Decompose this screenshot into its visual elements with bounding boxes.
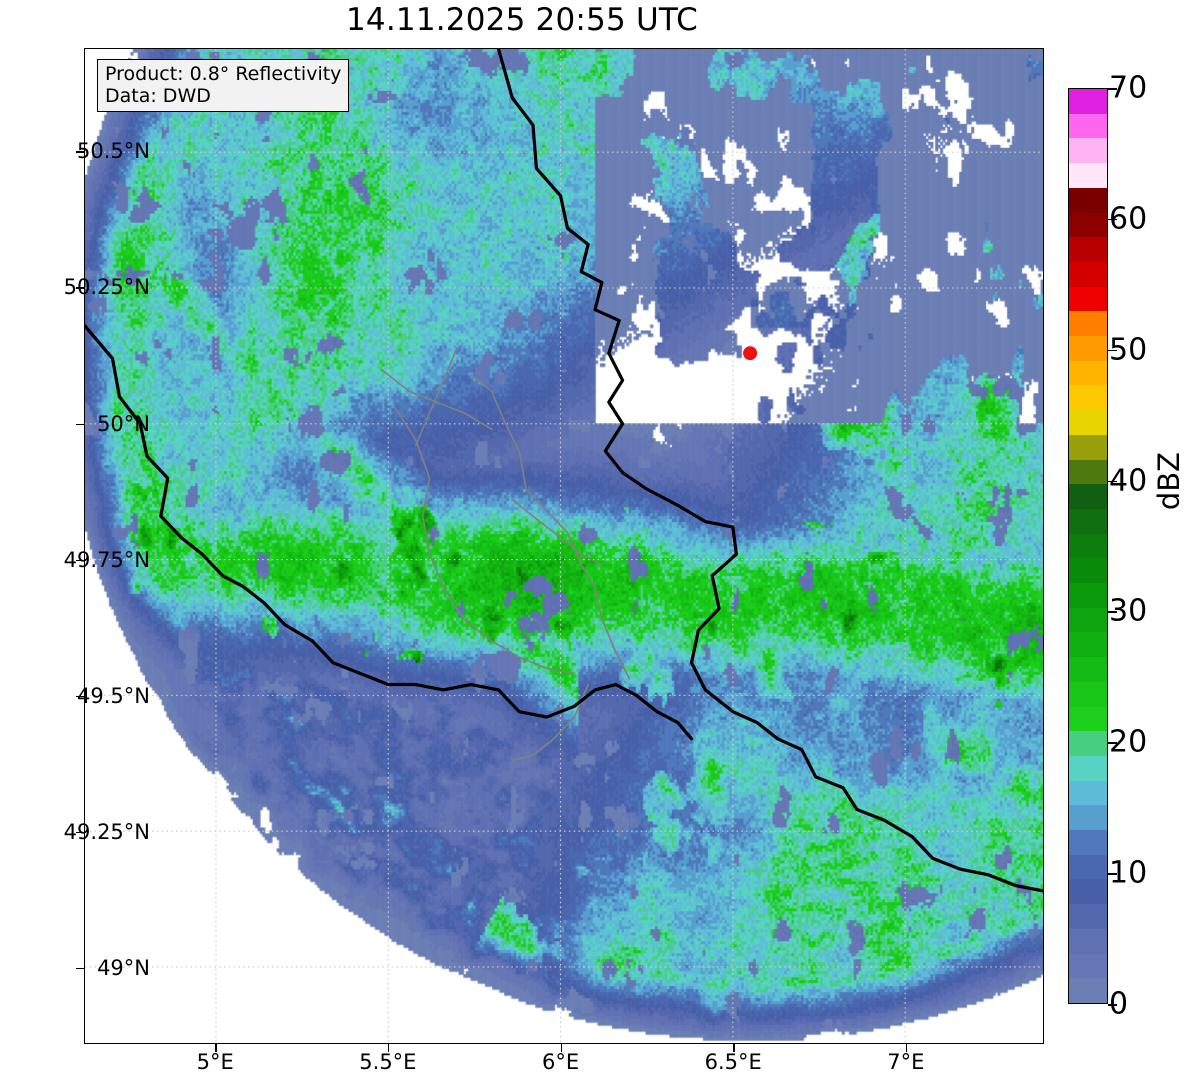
product-annotation-box: Product: 0.8° Reflectivity Data: DWD bbox=[97, 59, 350, 113]
lon-tick-mark-3 bbox=[733, 1044, 735, 1052]
colorbar-band-22 bbox=[1069, 434, 1107, 460]
colorbar-band-6 bbox=[1069, 830, 1107, 855]
colorbar[interactable] bbox=[1068, 88, 1108, 1004]
colorbar-axis-label: dBZ bbox=[1152, 452, 1186, 511]
lon-tick-label-2: 6°E bbox=[541, 1050, 580, 1074]
colorbar-band-11 bbox=[1069, 706, 1107, 732]
radar-station-marker bbox=[743, 346, 758, 361]
colorbar-tick-0: 0 bbox=[1109, 986, 1129, 1022]
colorbar-band-19 bbox=[1069, 508, 1107, 534]
country-borders bbox=[85, 49, 1043, 893]
lat-tick-mark-5 bbox=[76, 287, 84, 289]
lon-tick-mark-2 bbox=[560, 1044, 562, 1052]
colorbar-band-14 bbox=[1069, 632, 1107, 658]
lat-lon-gridlines bbox=[85, 49, 1043, 1043]
lon-tick-label-1: 5.5°E bbox=[359, 1050, 417, 1074]
lon-tick-mark-0 bbox=[215, 1044, 217, 1052]
colorbar-tick-mark-40 bbox=[1108, 480, 1117, 483]
colorbar-band-20 bbox=[1069, 484, 1107, 509]
annotation-product-line: Product: 0.8° Reflectivity bbox=[105, 63, 342, 85]
colorbar-band-0 bbox=[1069, 978, 1107, 1003]
lat-tick-mark-6 bbox=[76, 151, 84, 153]
colorbar-band-27 bbox=[1069, 311, 1107, 337]
colorbar-tick-mark-50 bbox=[1108, 349, 1117, 352]
colorbar-band-3 bbox=[1069, 904, 1107, 929]
colorbar-band-33 bbox=[1069, 163, 1107, 188]
lat-tick-label-6: 50.5°N bbox=[77, 139, 150, 164]
colorbar-band-18 bbox=[1069, 533, 1107, 559]
colorbar-band-23 bbox=[1069, 410, 1107, 435]
colorbar-band-4 bbox=[1069, 879, 1107, 905]
colorbar-band-8 bbox=[1069, 780, 1107, 806]
colorbar-band-36 bbox=[1069, 88, 1107, 114]
lon-tick-label-4: 7°E bbox=[887, 1050, 925, 1074]
colorbar-band-25 bbox=[1069, 360, 1107, 386]
colorbar-band-12 bbox=[1069, 681, 1107, 707]
colorbar-band-15 bbox=[1069, 607, 1107, 633]
lat-tick-label-0: 49°N bbox=[97, 955, 150, 980]
radar-plot-area[interactable]: Product: 0.8° Reflectivity Data: DWD bbox=[84, 48, 1044, 1044]
colorbar-band-29 bbox=[1069, 261, 1107, 287]
colorbar-band-34 bbox=[1069, 138, 1107, 164]
colorbar-band-21 bbox=[1069, 459, 1107, 485]
colorbar-band-16 bbox=[1069, 583, 1107, 608]
colorbar-band-32 bbox=[1069, 187, 1107, 213]
colorbar-tick-mark-10 bbox=[1108, 873, 1117, 875]
colorbar-band-17 bbox=[1069, 558, 1107, 584]
colorbar-band-1 bbox=[1069, 953, 1107, 979]
colorbar-band-24 bbox=[1069, 385, 1107, 411]
lat-tick-mark-4 bbox=[76, 423, 84, 425]
lat-tick-mark-0 bbox=[76, 967, 84, 970]
colorbar-band-35 bbox=[1069, 113, 1107, 139]
colorbar-tick-mark-30 bbox=[1108, 611, 1117, 614]
colorbar-tick-mark-20 bbox=[1108, 742, 1117, 744]
colorbar-tick-mark-0 bbox=[1108, 1004, 1117, 1006]
lat-tick-label-4: 50°N bbox=[97, 411, 150, 436]
colorbar-gradient bbox=[1069, 88, 1107, 1003]
colorbar-band-28 bbox=[1069, 286, 1107, 312]
colorbar-band-26 bbox=[1069, 336, 1107, 361]
lon-tick-mark-4 bbox=[905, 1044, 908, 1052]
colorbar-band-9 bbox=[1069, 755, 1107, 781]
colorbar-tick-mark-70 bbox=[1108, 88, 1117, 90]
colorbar-band-30 bbox=[1069, 237, 1107, 262]
lat-tick-mark-3 bbox=[76, 559, 84, 561]
lon-tick-mark-1 bbox=[387, 1044, 390, 1052]
page-title: 14.11.2025 20:55 UTC bbox=[346, 2, 698, 38]
colorbar-band-2 bbox=[1069, 928, 1107, 954]
lat-tick-label-2: 49.5°N bbox=[77, 683, 150, 708]
colorbar-band-13 bbox=[1069, 657, 1107, 682]
lon-tick-label-3: 6.5°E bbox=[704, 1050, 762, 1074]
annotation-data-line: Data: DWD bbox=[105, 85, 211, 108]
lat-tick-mark-1 bbox=[76, 831, 84, 834]
lon-tick-label-0: 5°E bbox=[196, 1050, 234, 1074]
colorbar-band-7 bbox=[1069, 805, 1107, 831]
colorbar-tick-mark-60 bbox=[1108, 218, 1117, 221]
colorbar-band-10 bbox=[1069, 731, 1107, 756]
colorbar-band-31 bbox=[1069, 212, 1107, 238]
colorbar-band-5 bbox=[1069, 854, 1107, 880]
lat-tick-mark-2 bbox=[76, 695, 84, 698]
